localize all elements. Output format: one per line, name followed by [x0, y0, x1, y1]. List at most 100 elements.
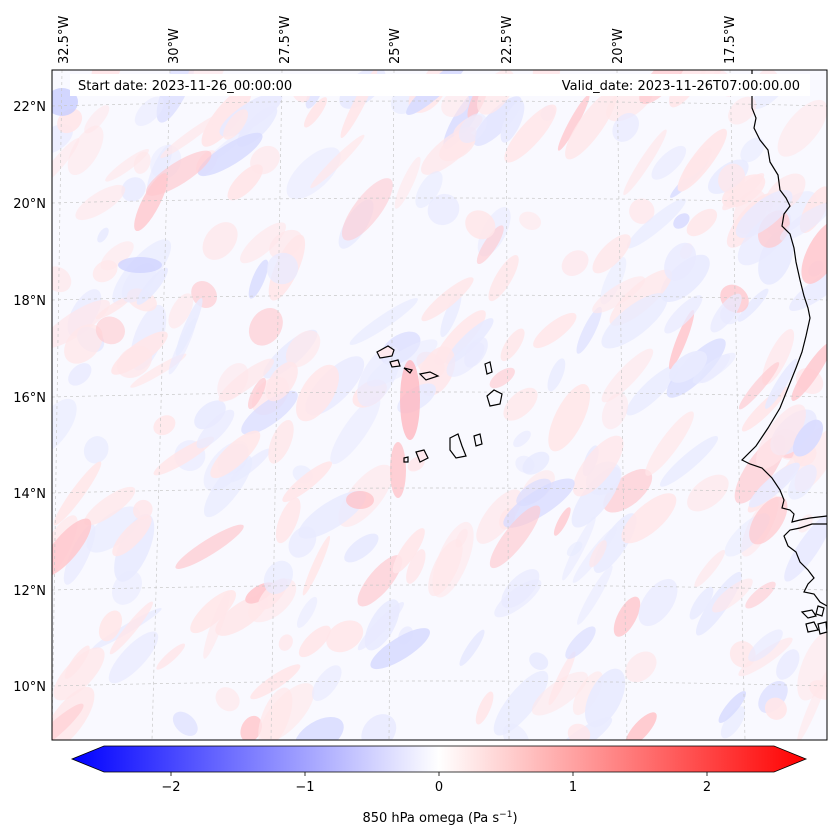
omega-contour-blob	[428, 539, 463, 597]
omega-contour-blob	[529, 652, 549, 670]
omega-contour-blob	[215, 595, 268, 636]
lon-label: 30°W	[167, 28, 182, 64]
omega-contour-blob	[718, 691, 747, 723]
omega-contour-blob	[286, 147, 341, 200]
omega-contour-blob	[728, 96, 757, 125]
omega-contour-blob	[531, 671, 588, 716]
latitude-labels: 22°N 20°N 18°N 16°N 14°N 12°N 10°N	[13, 100, 46, 695]
island-sao-nicolau	[418, 371, 440, 381]
coastlines	[376, 70, 828, 635]
omega-contour-blob	[341, 178, 393, 241]
omega-contour-blob	[476, 225, 504, 265]
map-frame	[51, 69, 828, 741]
omega-contour-blob	[357, 555, 403, 607]
omega-contour-blob	[571, 466, 621, 528]
omega-contour-blob	[788, 464, 817, 500]
omega-contour-blob	[298, 625, 331, 658]
omega-contour-blob	[296, 596, 318, 628]
omega-contour-blob	[100, 241, 134, 271]
omega-contour-blob	[133, 151, 151, 174]
omega-contour-blob	[776, 649, 800, 680]
omega-contour-blob	[473, 96, 522, 146]
omega-contour-blob	[53, 461, 102, 526]
omega-contour-blob	[565, 626, 596, 659]
omega-contour-blob	[109, 601, 154, 655]
colorbar-tick-label: −1	[295, 780, 314, 795]
omega-contour-blob	[689, 586, 714, 620]
omega-contour-blob	[764, 697, 787, 720]
omega-contour-blob	[248, 307, 283, 346]
omega-contour-blob	[603, 469, 653, 513]
omega-contour-blob	[121, 263, 156, 303]
omega-contour-blob	[519, 211, 542, 230]
omega-contour-blob	[500, 328, 525, 362]
bijagos-islands	[800, 605, 828, 635]
omega-contour-blob	[302, 535, 331, 596]
omega-contour-blob	[712, 578, 753, 613]
omega-contour-blob	[792, 419, 824, 457]
omega-contour-blob	[494, 579, 542, 618]
omega-contour-blob	[748, 462, 800, 508]
omega-contour-blob	[801, 219, 827, 284]
omega-contour-blob	[601, 348, 654, 403]
omega-contour-blob	[266, 252, 299, 285]
island-santiago	[449, 433, 467, 459]
omega-contour-blob	[202, 222, 238, 260]
omega-contour-blob	[312, 665, 342, 701]
omega-contour-blob	[749, 496, 788, 545]
omega-contour-blob	[626, 364, 679, 416]
omega-contour-blob	[756, 404, 806, 470]
omega-contour-blob	[349, 298, 418, 345]
omega-contour-blob	[489, 505, 541, 569]
omega-contour-blob	[777, 99, 827, 157]
omega-contour-blob	[629, 198, 655, 224]
omega-contour-blob	[133, 499, 153, 520]
parallel-12n	[52, 584, 827, 591]
omega-contour-blob	[370, 628, 430, 670]
omega-contour-blob	[677, 128, 727, 192]
omega-contour-blob	[625, 651, 657, 683]
omega-contour-blob	[548, 384, 591, 452]
omega-contour-blob	[227, 164, 263, 201]
omega-contour-blob	[156, 643, 186, 670]
omega-contour-blob	[621, 493, 677, 544]
omega-contour-blob	[625, 712, 657, 740]
parallel-14n	[52, 487, 827, 494]
lon-label: 22.5°W	[500, 16, 515, 64]
omega-contour-blob	[692, 352, 736, 384]
omega-contour-blob	[791, 342, 827, 401]
omega-contour-blob	[136, 267, 168, 305]
omega-contour-blob	[326, 620, 364, 653]
omega-contour-blob	[533, 312, 577, 349]
omega-contour-blob	[489, 367, 515, 389]
omega-contour-blob	[116, 345, 153, 378]
omega-contour-blob	[53, 647, 105, 701]
omega-contour-blob	[278, 634, 293, 651]
lat-label: 20°N	[13, 197, 46, 212]
omega-contour-blob	[263, 560, 293, 595]
omega-contour-blob	[160, 113, 221, 159]
omega-contour-blob	[592, 276, 646, 314]
omega-contour-blob	[95, 296, 131, 320]
omega-contour-blob	[651, 145, 687, 180]
omega-contour-blob	[566, 541, 583, 557]
omega-contour-blob	[406, 549, 426, 584]
omega-contour-blob	[175, 524, 244, 569]
omega-contour-blob	[285, 330, 321, 368]
omega-contour-blob	[175, 298, 203, 356]
island-maio	[473, 433, 483, 447]
meridian-25w	[388, 70, 395, 740]
omega-contour-blob	[153, 415, 176, 436]
omega-contour-blob	[84, 486, 136, 526]
omega-contour-blob	[513, 430, 531, 448]
meridian-30w	[151, 70, 171, 740]
omega-contour-blob	[248, 259, 269, 299]
omega-contour-blob	[394, 156, 421, 209]
valid-date-text: Valid_date: 2023-11-26T07:00:00.00	[562, 79, 800, 94]
omega-contour-blob	[203, 591, 230, 659]
omega-contour-blob	[779, 202, 827, 241]
omega-contour-blob	[577, 565, 613, 625]
omega-contour-blob	[52, 398, 77, 456]
omega-contour-blob	[765, 358, 798, 409]
